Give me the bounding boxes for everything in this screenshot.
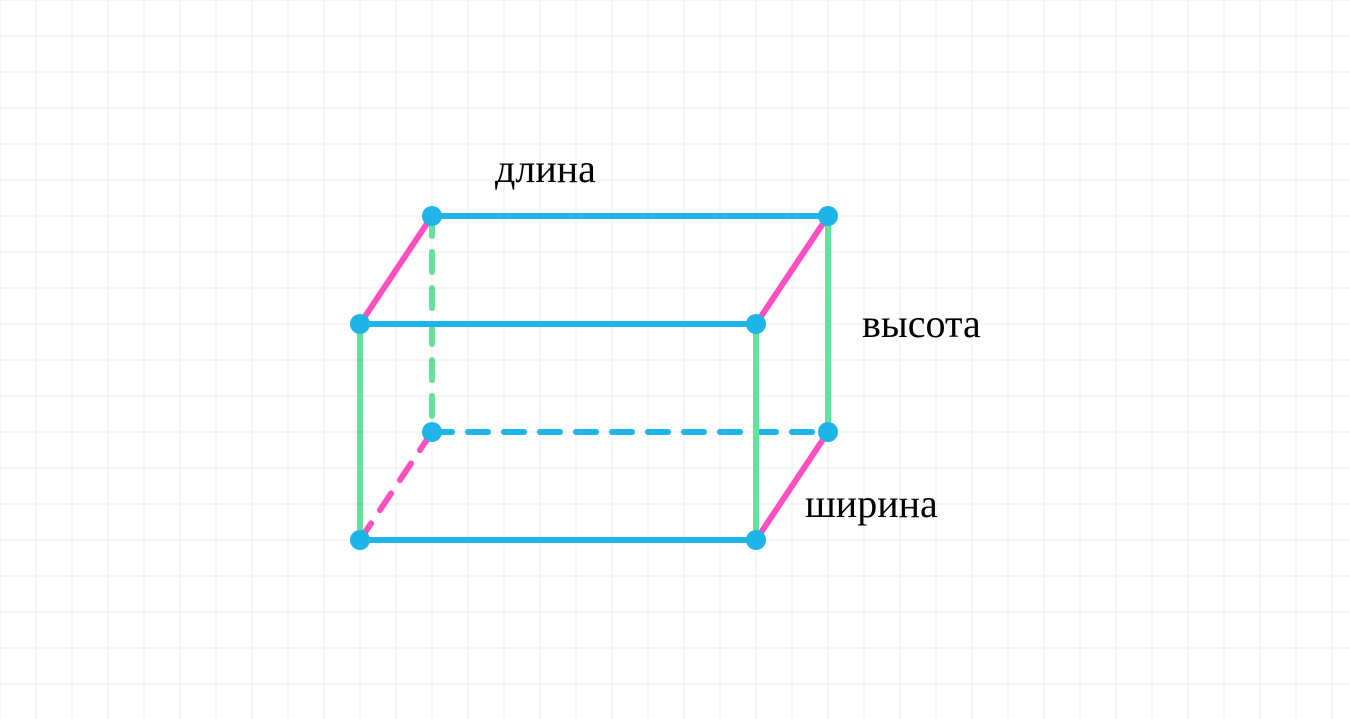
label-height: высота bbox=[862, 300, 981, 347]
diagram-canvas bbox=[0, 0, 1350, 719]
label-length: длина bbox=[495, 145, 596, 192]
label-width: ширина bbox=[805, 480, 938, 527]
